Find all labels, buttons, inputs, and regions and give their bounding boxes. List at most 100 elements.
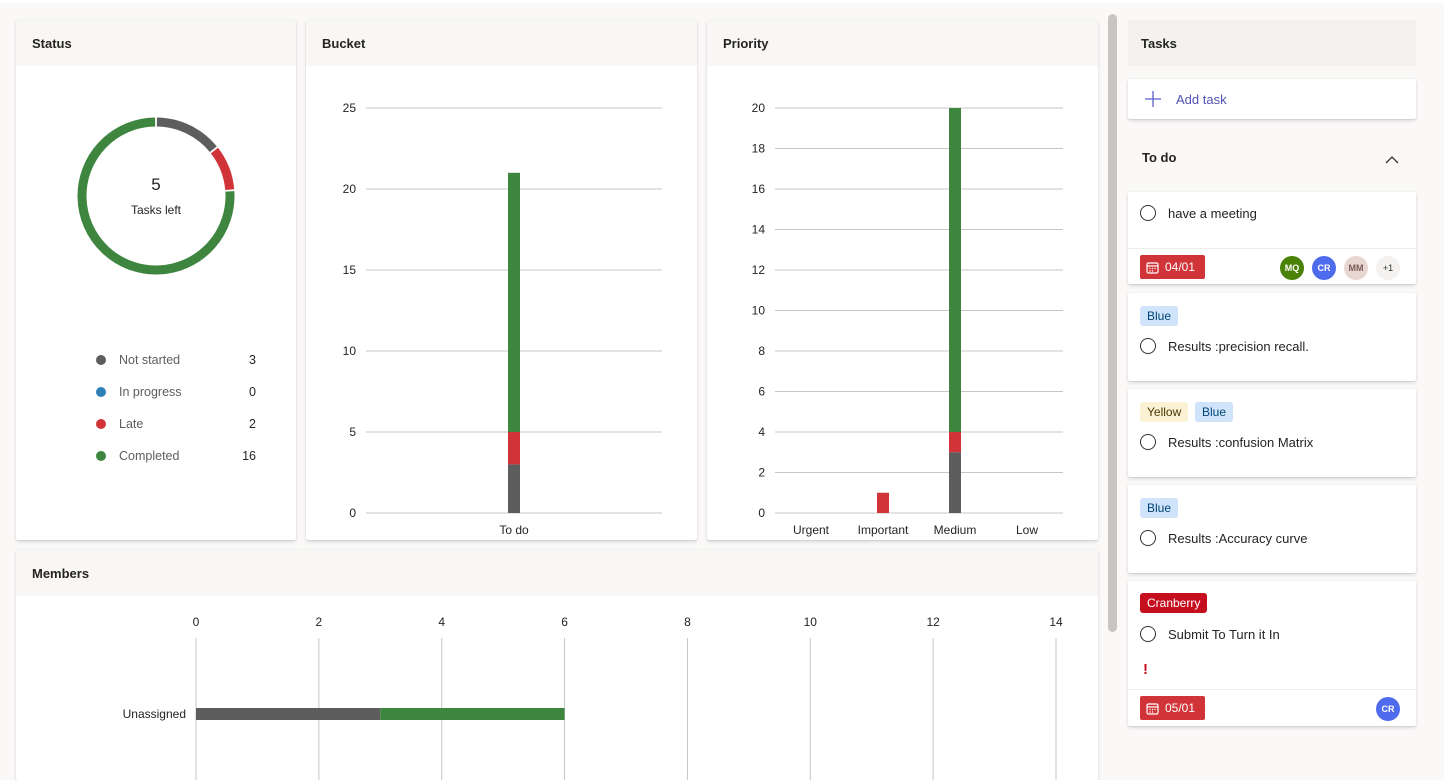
bar-late[interactable] xyxy=(949,432,961,453)
task-title-row: Results :Accuracy curve xyxy=(1140,530,1307,546)
task-title: Results :precision recall. xyxy=(1168,338,1309,354)
y-tick-label: 10 xyxy=(343,344,357,358)
chevron-up-icon[interactable] xyxy=(1385,155,1399,165)
label-yellow: Yellow xyxy=(1140,402,1189,422)
bar-late[interactable] xyxy=(508,432,520,465)
y-category-label: Unassigned xyxy=(123,707,186,721)
legend-label: In progress xyxy=(119,385,182,399)
tasks-panel-title: Tasks xyxy=(1128,20,1416,66)
status-card: Status 5 Tasks left Not started 3 In pro… xyxy=(16,20,296,540)
calendar-icon xyxy=(1146,702,1159,715)
bar-not-started[interactable] xyxy=(196,708,381,720)
members-bar-chart: 0 2 4 6 8 10 12 14 Unassigned xyxy=(123,615,1063,780)
priority-card: Priority 0 2 4 6 8 10 12 14 16 18 20 Urgent Importan… xyxy=(707,20,1098,540)
avatar[interactable]: CR xyxy=(1312,256,1336,280)
task-title: Results :Accuracy curve xyxy=(1168,530,1308,546)
x-tick-label: 14 xyxy=(1049,615,1063,629)
legend-completed: Completed 16 xyxy=(96,446,256,466)
bar-late[interactable] xyxy=(877,492,889,513)
legend-late: Late 2 xyxy=(96,414,256,434)
avatar[interactable]: CR xyxy=(1376,697,1400,721)
priority-card-title: Priority xyxy=(707,20,1098,66)
vertical-scrollbar[interactable] xyxy=(1108,14,1117,632)
x-category-label: Low xyxy=(1016,523,1038,537)
bucket-bar-chart: 0 5 10 15 20 25 To do xyxy=(343,101,662,537)
y-tick-label: 18 xyxy=(752,142,766,156)
legend-value: 0 xyxy=(249,385,256,399)
task-card[interactable]: Cranberry Submit To Turn it In ! 05/01 C… xyxy=(1128,581,1416,726)
y-tick-label: 16 xyxy=(752,182,766,196)
legend-dot xyxy=(96,355,106,365)
complete-checkbox[interactable] xyxy=(1140,205,1156,221)
label-blue: Blue xyxy=(1140,306,1179,326)
avatar[interactable]: MQ xyxy=(1280,256,1304,280)
task-footer: 05/01 CR xyxy=(1128,689,1416,725)
y-tick-label: 4 xyxy=(758,425,765,439)
complete-checkbox[interactable] xyxy=(1140,434,1156,450)
due-date-badge: 05/01 xyxy=(1140,696,1205,720)
task-title: have a meeting xyxy=(1168,205,1257,221)
complete-checkbox[interactable] xyxy=(1140,338,1156,354)
y-tick-label: 25 xyxy=(343,101,357,115)
y-tick-label: 5 xyxy=(349,425,356,439)
priority-bar-chart: 0 2 4 6 8 10 12 14 16 18 20 Urgent Important Medium Lo… xyxy=(752,101,1063,537)
avatar[interactable]: MM xyxy=(1344,256,1368,280)
legend-label: Not started xyxy=(119,353,181,367)
bar-not-started[interactable] xyxy=(949,452,961,513)
y-tick-label: 0 xyxy=(758,506,765,520)
legend-label: Late xyxy=(119,417,144,431)
y-tick-label: 10 xyxy=(752,304,766,318)
x-tick-label: 12 xyxy=(926,615,940,629)
bar-completed[interactable] xyxy=(380,708,565,720)
task-card[interactable]: Yellow Blue Results :confusion Matrix xyxy=(1128,389,1416,477)
y-tick-label: 0 xyxy=(349,506,356,520)
add-task-button[interactable]: Add task xyxy=(1128,79,1416,119)
x-tick-label: 6 xyxy=(561,615,568,629)
important-icon: ! xyxy=(1143,661,1148,678)
donut-slice-not-started[interactable] xyxy=(156,117,217,153)
legend-dot xyxy=(96,451,106,461)
complete-checkbox[interactable] xyxy=(1140,626,1156,642)
donut-slice-completed[interactable] xyxy=(77,117,235,275)
legend-value: 3 xyxy=(249,353,256,367)
calendar-icon xyxy=(1146,261,1159,274)
tasks-left-count: 5 xyxy=(151,175,160,194)
legend-in-progress: In progress 0 xyxy=(96,382,256,402)
legend-dot xyxy=(96,387,106,397)
y-tick-label: 2 xyxy=(758,466,765,480)
more-assignees[interactable]: +1 xyxy=(1376,256,1400,280)
donut-slice-late[interactable] xyxy=(210,147,235,191)
y-tick-label: 20 xyxy=(752,101,766,115)
tasks-left-label: Tasks left xyxy=(131,203,182,217)
label-blue: Blue xyxy=(1195,402,1234,422)
bar-completed[interactable] xyxy=(508,172,520,433)
task-footer: 04/01 MQ CR MM +1 xyxy=(1128,248,1416,284)
bar-not-started[interactable] xyxy=(508,464,520,513)
task-title: Submit To Turn it In xyxy=(1168,626,1280,642)
bucket-card-title: Bucket xyxy=(306,20,697,66)
y-tick-label: 12 xyxy=(752,263,766,277)
plus-icon xyxy=(1145,91,1161,107)
x-category-label: To do xyxy=(499,523,529,537)
legend-not-started: Not started 3 xyxy=(96,350,256,370)
task-title-row: have a meeting xyxy=(1140,205,1257,221)
task-title-row: Results :confusion Matrix xyxy=(1140,434,1313,450)
x-tick-label: 8 xyxy=(684,615,691,629)
x-category-label: Medium xyxy=(934,523,977,537)
y-tick-label: 6 xyxy=(758,385,765,399)
task-card[interactable]: have a meeting 04/01 MQ CR MM +1 xyxy=(1128,192,1416,284)
y-tick-label: 15 xyxy=(343,263,357,277)
x-category-label: Urgent xyxy=(793,523,830,537)
label-cranberry: Cranberry xyxy=(1140,593,1208,613)
task-card[interactable]: Blue Results :Accuracy curve xyxy=(1128,485,1416,573)
x-tick-label: 0 xyxy=(193,615,200,629)
bar-completed[interactable] xyxy=(949,108,961,432)
complete-checkbox[interactable] xyxy=(1140,530,1156,546)
status-donut-chart: 5 Tasks left xyxy=(77,117,235,275)
task-card[interactable]: Blue Results :precision recall. xyxy=(1128,293,1416,381)
status-card-title: Status xyxy=(16,20,296,66)
x-tick-label: 10 xyxy=(804,615,818,629)
x-tick-label: 4 xyxy=(438,615,445,629)
members-card: Members 0 2 4 6 8 10 12 14 Unassigned xyxy=(16,550,1098,780)
top-strip xyxy=(0,0,1444,3)
